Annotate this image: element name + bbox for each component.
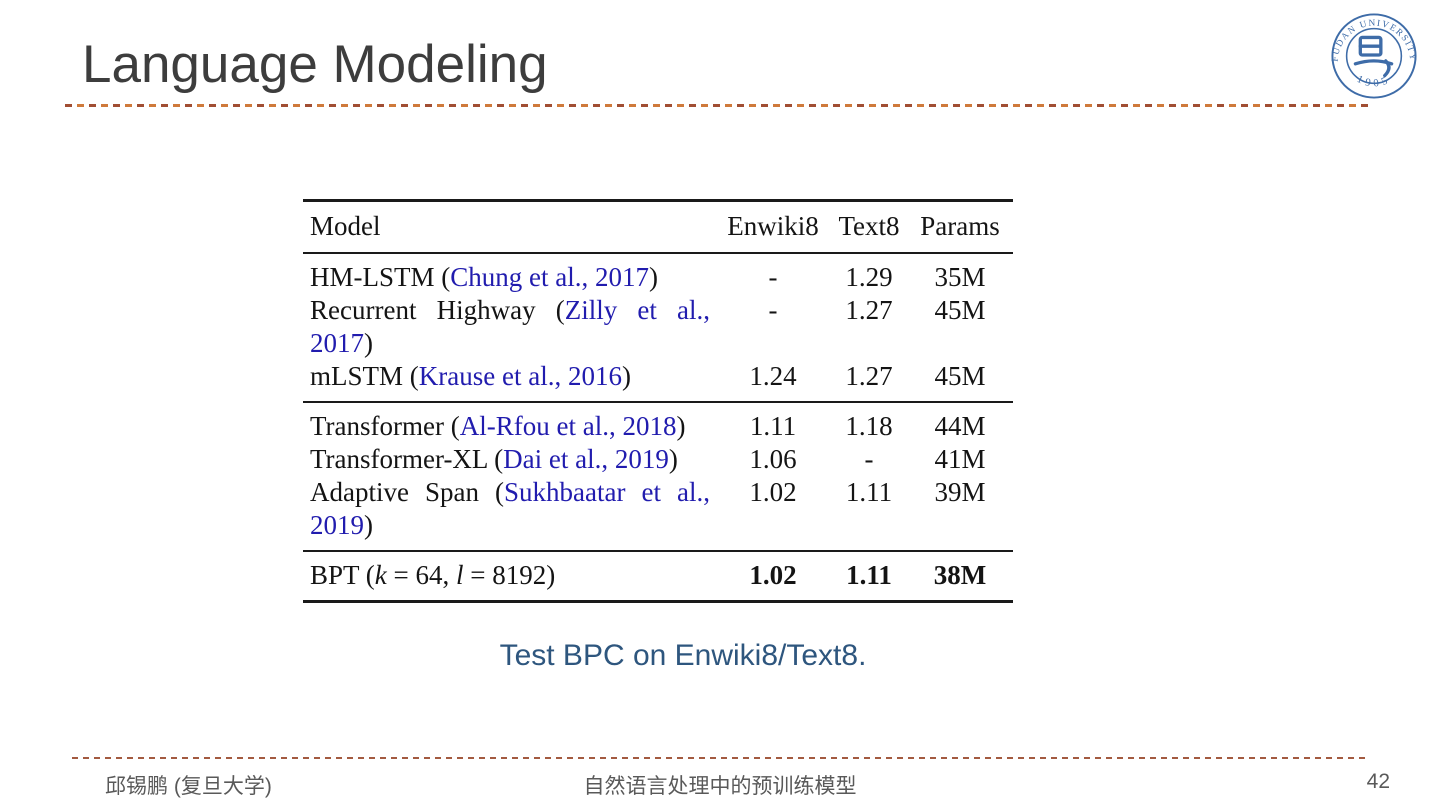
seal-glyph — [1353, 35, 1394, 78]
value-cell: 44M — [934, 411, 986, 441]
value-cell: 35M — [934, 262, 986, 292]
value-cell: 1.27 — [845, 295, 893, 325]
value-cell: 1.11 — [846, 560, 892, 590]
model-text: Transformer ( — [310, 411, 460, 441]
model-text: ) — [676, 411, 686, 441]
header-model: Model — [310, 211, 381, 241]
table-bottom-rule — [303, 600, 1013, 603]
model-text: ) — [364, 510, 373, 540]
table-group-rule — [303, 550, 1013, 552]
value-cell: - — [768, 295, 778, 325]
value-cell: 1.18 — [845, 411, 893, 441]
model-text: = 64, — [386, 560, 456, 590]
table-row: Transformer-XL (Dai et al., 2019) 1.06 - 41… — [303, 443, 1013, 476]
value-cell: - — [768, 262, 778, 292]
math-var: k — [374, 560, 387, 590]
value-cell: 45M — [934, 361, 986, 391]
table-row: Recurrent Highway (Zilly et al., 2017) - 1… — [303, 294, 1013, 360]
model-text: mLSTM ( — [310, 361, 419, 391]
table-row: BPT (k = 64, l = 8192) 1.02 1.11 38M — [303, 559, 1013, 592]
value-cell: 1.27 — [845, 361, 893, 391]
header-params: Params — [920, 211, 1000, 241]
value-cell: 1.11 — [845, 477, 893, 507]
citation: Chung et al., 2017 — [450, 262, 649, 292]
value-cell: 41M — [934, 444, 986, 474]
value-cell: 38M — [933, 560, 987, 590]
model-cell: BPT (k = 64, l = 8192) — [303, 559, 722, 592]
citation: Zilly et al., 2017 — [310, 295, 711, 358]
footer-author: 邱锡鹏 (复旦大学) — [105, 775, 272, 798]
value-cell: 1.11 — [749, 411, 797, 441]
table-group: BPT (k = 64, l = 8192) 1.02 1.11 38M — [303, 552, 1013, 600]
footer-deck-title: 自然语言处理中的预训练模型 — [583, 775, 857, 798]
citation: Sukhbaatar et al., 2019 — [310, 477, 710, 540]
table-header-rule — [303, 252, 1013, 254]
model-cell: Transformer (Al-Rfou et al., 2018) — [303, 410, 722, 443]
model-cell: Recurrent Highway (Zilly et al., 2017) — [303, 294, 722, 360]
results-table: Model Enwiki8 Text8 Params HM-LSTM (Chun… — [303, 199, 1013, 603]
table-header-row: Model Enwiki8 Text8 Params — [303, 202, 1013, 252]
value-cell: 1.06 — [749, 444, 797, 474]
value-cell: 1.02 — [749, 477, 797, 507]
table-caption: Test BPC on Enwiki8/Text8. — [499, 639, 867, 672]
model-text: ) — [648, 262, 658, 292]
footer-divider — [72, 757, 1368, 759]
model-text: HM-LSTM ( — [310, 262, 451, 292]
model-text: Adaptive Span ( — [310, 477, 505, 507]
table-row: Adaptive Span (Sukhbaatar et al., 2019) 1… — [303, 476, 1013, 542]
value-cell: - — [864, 444, 874, 474]
citation: Krause et al., 2016 — [418, 361, 622, 391]
page-title: Language Modeling — [82, 35, 548, 94]
model-cell: Transformer-XL (Dai et al., 2019) — [303, 443, 722, 476]
value-cell: 1.24 — [749, 361, 797, 391]
model-text: BPT ( — [310, 560, 375, 590]
model-cell: mLSTM (Krause et al., 2016) — [303, 360, 722, 393]
table-group: HM-LSTM (Chung et al., 2017) -1.29 35M Recu… — [303, 254, 1013, 401]
model-text: ) — [364, 328, 373, 358]
value-cell: 45M — [934, 295, 986, 325]
svg-text:1905: 1905 — [1355, 73, 1393, 89]
header-enwiki8: Enwiki8 — [727, 211, 819, 241]
value-cell: 1.02 — [749, 560, 797, 590]
model-text: Transformer-XL ( — [310, 444, 504, 474]
fudan-university-logo: FUDAN UNIVERSITY 1905 — [1330, 12, 1418, 100]
model-cell: Adaptive Span (Sukhbaatar et al., 2019) — [303, 476, 722, 542]
model-text: ) — [668, 444, 678, 474]
table-row: Transformer (Al-Rfou et al., 2018) 1.11 1.… — [303, 410, 1013, 443]
university-seal-icon: FUDAN UNIVERSITY 1905 — [1331, 13, 1417, 99]
model-text: = 8192) — [463, 560, 556, 590]
table-row: HM-LSTM (Chung et al., 2017) - 1.29 35M — [303, 261, 1013, 294]
model-text: ) — [621, 361, 631, 391]
citation: Dai et al., 2019 — [503, 444, 669, 474]
title-divider — [65, 104, 1373, 107]
value-cell: 1.29 — [845, 262, 893, 292]
table-body: HM-LSTM (Chung et al., 2017) -1.29 35M Recu… — [303, 254, 1013, 600]
value-cell: 39M — [934, 477, 986, 507]
page-number: 42 — [1366, 770, 1390, 793]
model-text: Recurrent Highway ( — [310, 295, 565, 325]
table-row: mLSTM (Krause et al., 2016) 1.24 1.27 45M — [303, 360, 1013, 393]
citation: Al-Rfou et al., 2018 — [459, 411, 677, 441]
header-text8: Text8 — [838, 211, 900, 241]
math-var: l — [456, 560, 464, 590]
table-top-rule — [303, 199, 1013, 202]
table-group: Transformer (Al-Rfou et al., 2018) 1.11 1.… — [303, 403, 1013, 550]
table-group-rule — [303, 401, 1013, 403]
model-cell: HM-LSTM (Chung et al., 2017) — [303, 261, 722, 294]
